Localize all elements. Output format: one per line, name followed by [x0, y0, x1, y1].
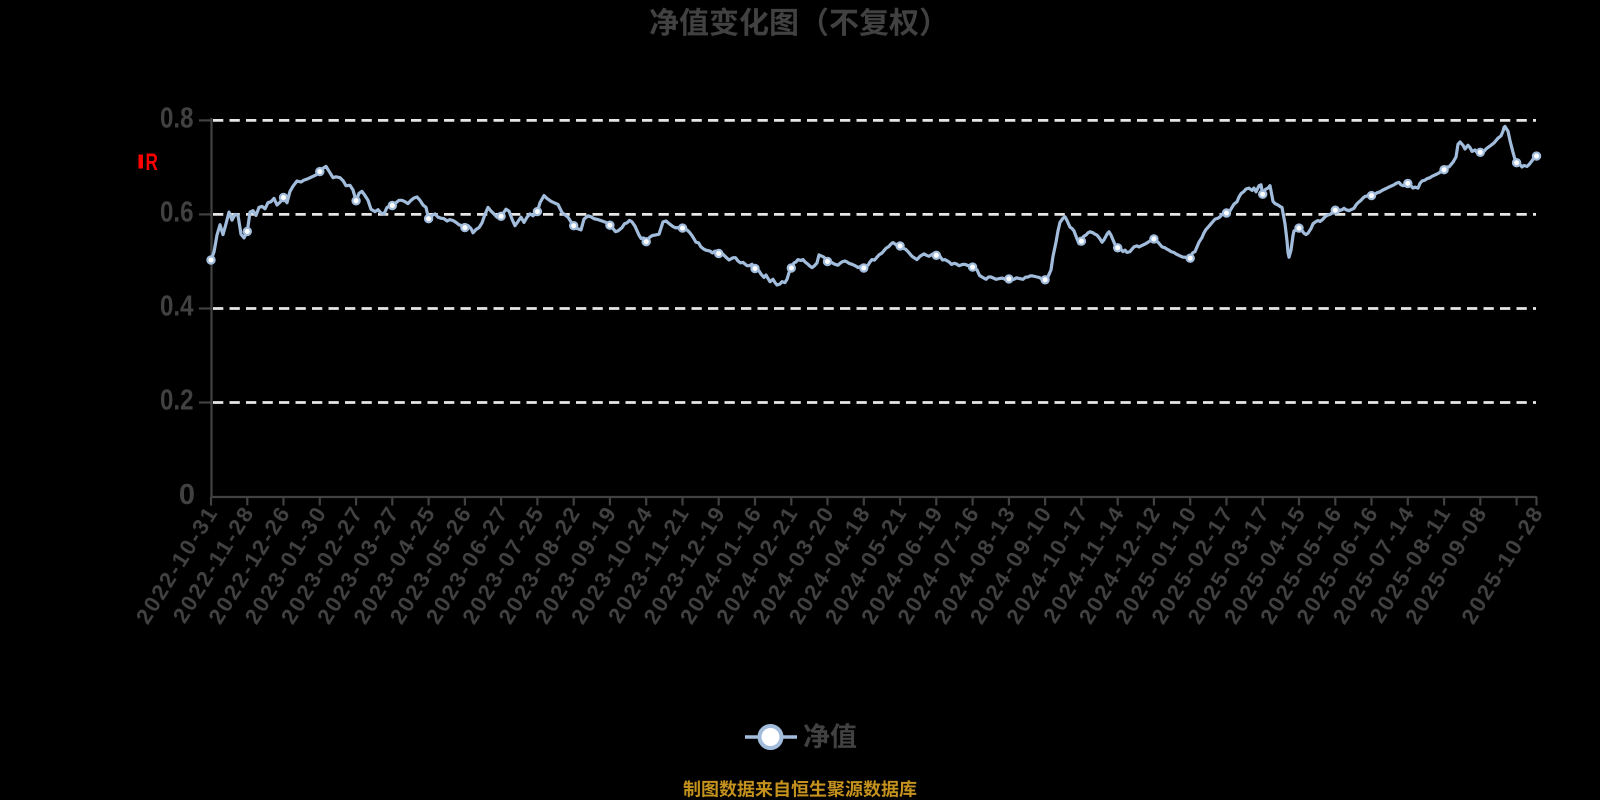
svg-text:R: R: [146, 149, 158, 176]
svg-text:0.8: 0.8: [160, 103, 194, 135]
svg-text:0.4: 0.4: [160, 291, 194, 323]
svg-text:0: 0: [179, 479, 195, 511]
svg-text:0.2: 0.2: [160, 385, 194, 417]
svg-text:0.6: 0.6: [160, 197, 194, 229]
